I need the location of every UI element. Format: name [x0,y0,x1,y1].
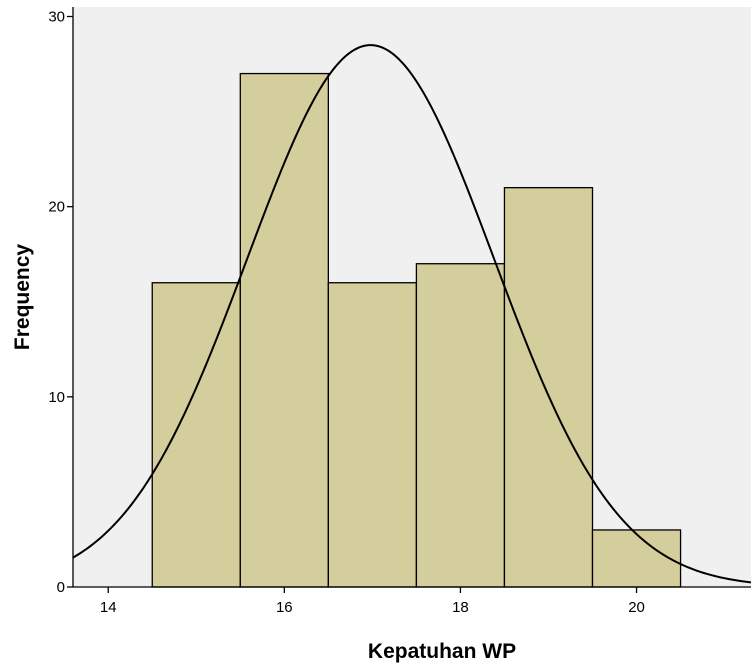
x-tick-label: 18 [452,599,469,616]
x-tick-label: 14 [100,599,117,616]
histogram-bar-1 [152,283,240,587]
histogram-bar-4 [416,264,504,587]
histogram-bar-5 [504,188,592,587]
histogram-bar-6 [593,530,681,587]
histogram-bar-3 [328,283,416,587]
y-tick-label: 0 [57,579,65,596]
y-tick-label: 30 [48,9,65,26]
x-tick-label: 20 [628,599,645,616]
x-tick-label: 16 [276,599,293,616]
y-tick-label: 20 [48,199,65,216]
x-axis-title: Kepatuhan WP [368,640,516,663]
y-tick-label: 10 [48,389,65,406]
histogram-bar-2 [240,74,328,587]
y-axis-title: Frequency [11,244,34,351]
